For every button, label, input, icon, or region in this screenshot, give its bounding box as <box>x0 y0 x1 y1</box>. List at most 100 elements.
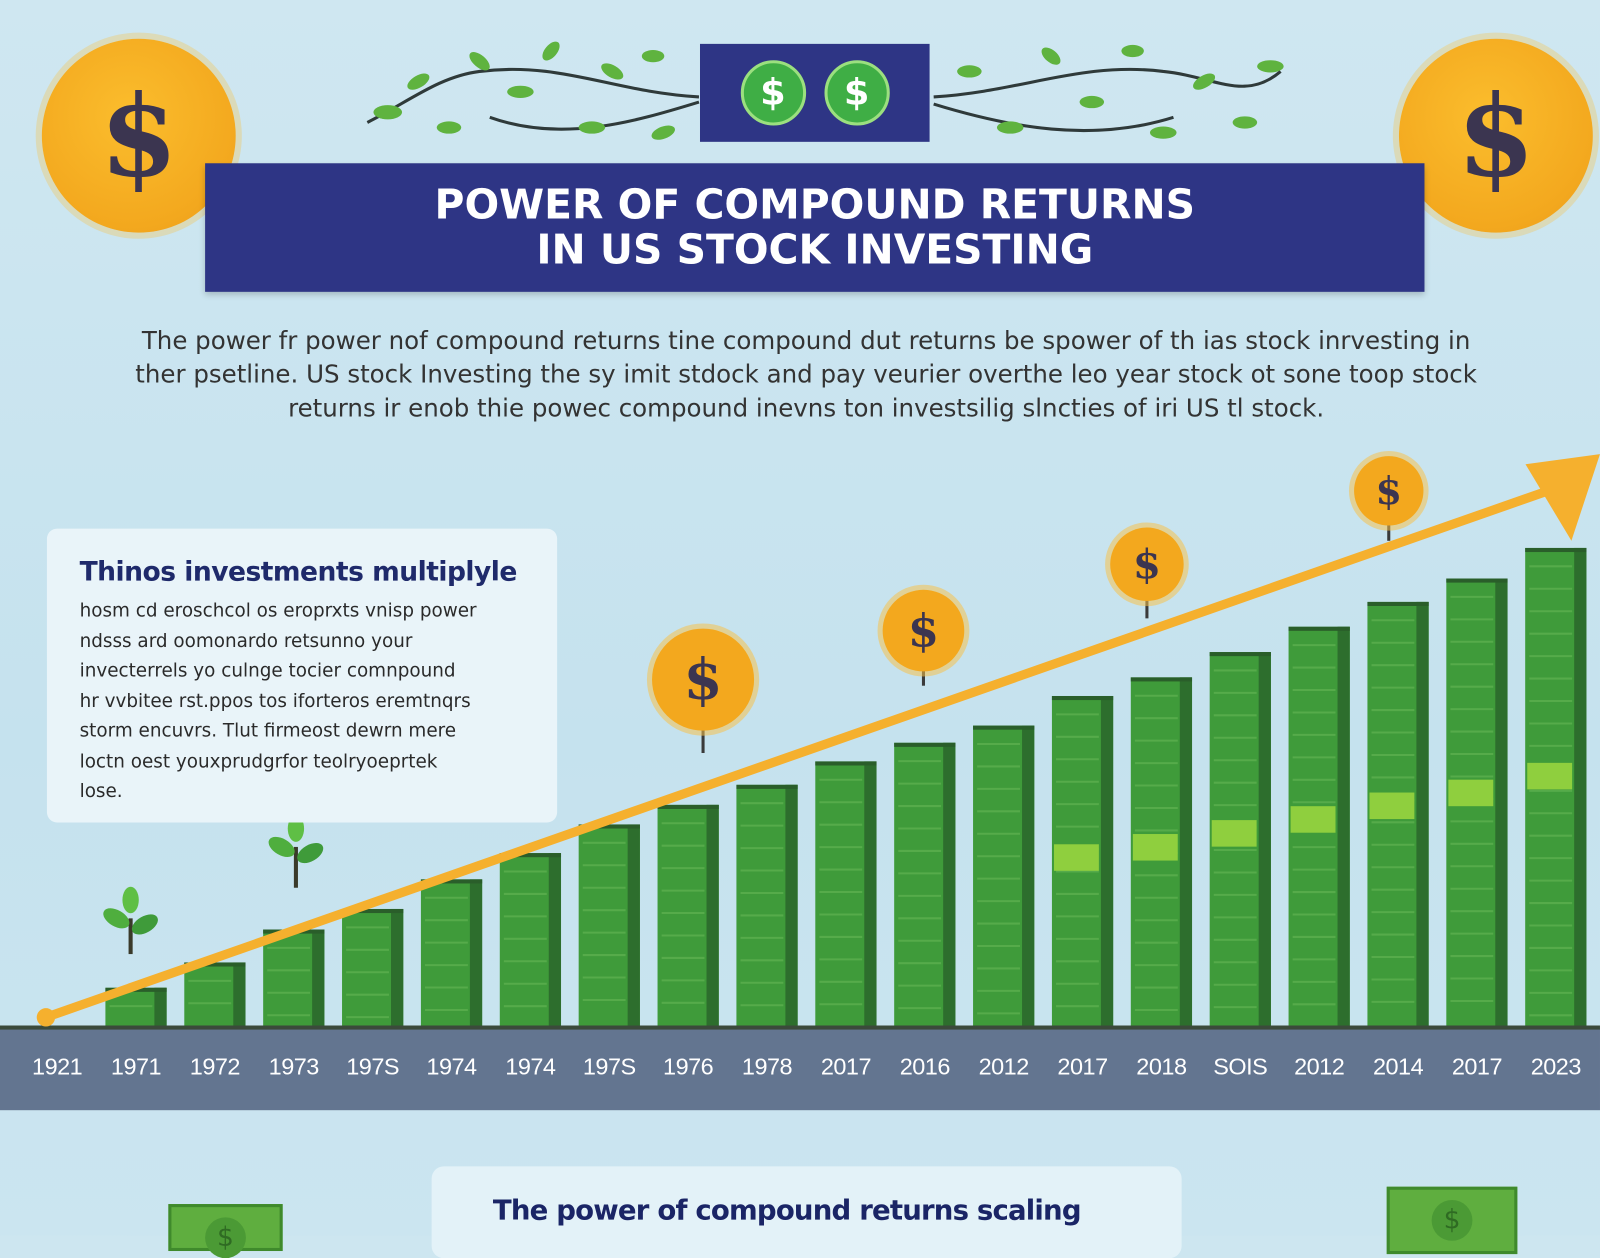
svg-text:$: $ <box>908 604 939 657</box>
intro-paragraph: The power fr power nof compound returns … <box>92 324 1521 425</box>
x-tick-label: 197S <box>346 1053 400 1080</box>
info-card-line: lose. <box>79 780 123 803</box>
bar-top <box>578 824 640 829</box>
bar-shade <box>1179 677 1193 1026</box>
bar <box>1367 601 1429 1026</box>
bar <box>499 853 562 1026</box>
bar-top <box>894 742 956 747</box>
bar-top <box>420 879 483 884</box>
x-tick-label: 1921 <box>32 1053 83 1080</box>
x-tick-label: 1972 <box>189 1053 241 1080</box>
bar-highlight <box>1369 792 1415 820</box>
bar-top <box>815 761 877 766</box>
bottom-card-heading: The power of compound returns scaling <box>492 1194 1082 1227</box>
x-tick-label: 2017 <box>1057 1053 1108 1080</box>
dollar-bill-icon-right: $ <box>1386 1186 1518 1255</box>
bar <box>184 962 246 1026</box>
bar-top <box>1288 626 1350 631</box>
bar-shade <box>706 804 719 1026</box>
bar-shade <box>391 908 404 1026</box>
bar-top <box>1367 601 1429 606</box>
leaves-icon <box>373 41 1284 140</box>
trend-arrow <box>41 485 1556 1022</box>
intro-line: ther psetline. US stock Investing the sy… <box>135 360 1477 389</box>
bottom-card: The power of compound returns scaling <box>431 1166 1182 1258</box>
info-card-line: storm encuvrs. Tlut firmeost dewrn mere <box>79 720 457 742</box>
page-title-line1: POWER OF COMPOUND RETURNS <box>434 181 1196 229</box>
dollar-coin-icon: $ <box>877 584 970 686</box>
bar-top <box>1525 547 1587 553</box>
x-tick-label: 1976 <box>663 1053 714 1080</box>
bar-shade <box>943 742 956 1026</box>
sprout-icon <box>103 886 158 955</box>
bar <box>578 824 640 1026</box>
bar-shade <box>627 824 640 1026</box>
dollar-coin-icon-right: $ <box>1398 38 1593 233</box>
bar-shade <box>1258 652 1271 1026</box>
page-title-line2: IN US STOCK INVESTING <box>536 226 1094 274</box>
green-dollar-coin-icon: $ <box>823 60 890 126</box>
bar <box>263 929 325 1026</box>
x-tick-label: 1971 <box>110 1053 162 1080</box>
bar-top <box>1446 578 1508 583</box>
bar-top <box>1209 652 1271 657</box>
bar-top <box>736 784 798 789</box>
bar-shade <box>1337 626 1350 1026</box>
bar-top <box>1051 695 1114 701</box>
dollar-coin-icon-left: $ <box>41 38 236 233</box>
x-tick-label: 2014 <box>1372 1053 1424 1080</box>
bar <box>973 725 1035 1026</box>
info-card: Thinos investments multiplyle hosm cd er… <box>46 528 558 823</box>
sprout-icon <box>268 815 324 888</box>
bar-shade <box>785 784 798 1026</box>
bar-shade <box>233 962 246 1026</box>
bar <box>815 761 877 1026</box>
info-card-line: hr vvbitee rst.ppos tos iforteros eremtn… <box>79 690 471 712</box>
bar-shade <box>1574 547 1587 1026</box>
x-tick-label: 1974 <box>505 1053 556 1080</box>
money-icon-box: $ $ <box>699 43 930 142</box>
dollar-coin-icon: $ <box>1348 451 1429 541</box>
bar <box>1288 626 1350 1026</box>
info-card-line: invecterrels yo culnge tocier comnpound <box>79 660 456 682</box>
arrow-start-dot <box>36 1008 56 1027</box>
info-card-line: ndsss ard oomonardo retsunno your <box>79 630 413 652</box>
bar-shade <box>154 987 167 1026</box>
x-tick-label: 2012 <box>978 1053 1030 1080</box>
dollar-coin-icon: $ <box>646 623 760 754</box>
title-banner: POWER OF COMPOUND RETURNS IN US STOCK IN… <box>205 163 1425 292</box>
bar-highlight <box>1290 806 1336 833</box>
vine-right-icon <box>933 67 1282 133</box>
bar <box>1446 578 1508 1026</box>
bar-shade <box>1416 601 1429 1026</box>
dollar-bill-icon-left: $ <box>168 1204 283 1258</box>
bar-top <box>1130 677 1193 682</box>
bar-shade <box>548 853 562 1026</box>
x-tick-label: 197S <box>582 1053 636 1080</box>
bar-highlight <box>1053 844 1099 871</box>
trend-arrowhead-icon <box>1525 454 1600 541</box>
x-tick-label: 2016 <box>899 1053 951 1080</box>
x-tick-label: 1973 <box>268 1053 320 1080</box>
info-card-heading: Thinos investments multiplyle <box>79 557 518 588</box>
bar-top <box>657 804 719 809</box>
bar-highlight <box>1211 820 1257 847</box>
x-tick-label: 2017 <box>1451 1053 1503 1080</box>
baseline <box>0 1025 1600 1030</box>
green-dollar-coin-icon: $ <box>740 60 806 126</box>
bar-highlight <box>1527 762 1573 790</box>
bar-top <box>184 962 246 967</box>
bar-shade <box>864 761 877 1026</box>
bar-shade <box>1022 725 1035 1026</box>
info-card-line: hosm cd eroschcol os eroprxts vnisp powe… <box>79 599 477 622</box>
bar-shade <box>312 929 325 1026</box>
x-tick-label: SOIS <box>1213 1053 1268 1080</box>
x-tick-label: 2012 <box>1294 1053 1345 1080</box>
bar-shade <box>1495 578 1508 1026</box>
info-card-body: hosm cd eroschcol os eroprxts vnisp powe… <box>80 596 527 807</box>
x-tick-label: 2023 <box>1530 1053 1582 1080</box>
vine-decoration <box>366 41 1284 140</box>
bar <box>1209 652 1271 1026</box>
bar-chart: $ $ $ $ <box>0 451 1600 1030</box>
